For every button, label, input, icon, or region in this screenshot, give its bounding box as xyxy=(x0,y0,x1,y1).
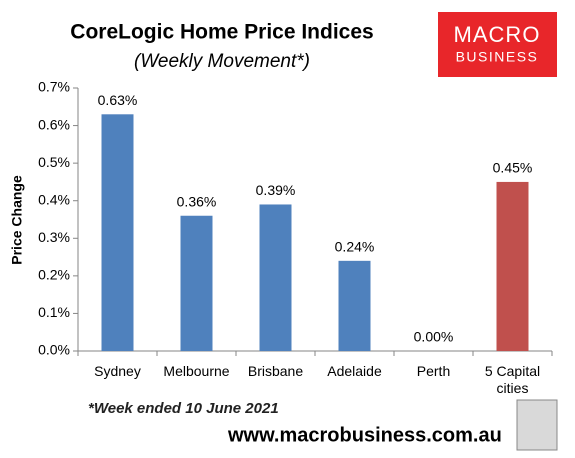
bar xyxy=(496,181,529,351)
y-tick-label: 0.5% xyxy=(38,154,70,170)
bar xyxy=(180,215,213,351)
y-tick-label: 0.4% xyxy=(38,191,70,207)
x-tick-label: Sydney xyxy=(94,363,141,379)
x-tick-label: Perth xyxy=(416,363,451,379)
fox-icon xyxy=(516,399,558,451)
y-axis-label: Price Change xyxy=(9,175,25,265)
x-tick-label: Melbourne xyxy=(163,363,230,379)
chart-title: CoreLogic Home Price Indices xyxy=(70,21,373,44)
y-tick-label: 0.3% xyxy=(38,229,70,245)
data-label: 0.45% xyxy=(493,160,533,176)
bar xyxy=(259,204,292,351)
y-tick-label: 0.7% xyxy=(38,79,70,95)
y-tick-label: 0.2% xyxy=(38,267,70,283)
bar xyxy=(338,260,371,351)
chart-subtitle: (Weekly Movement*) xyxy=(134,51,310,72)
data-label: 0.36% xyxy=(177,193,217,209)
y-tick-label: 0.6% xyxy=(38,116,70,132)
footnote: *Week ended 10 June 2021 xyxy=(88,400,279,417)
logo-box xyxy=(438,12,557,77)
logo-line2: BUSINESS xyxy=(456,49,539,65)
logo-line1: MACRO xyxy=(454,22,541,47)
y-tick-label: 0.0% xyxy=(38,342,70,358)
source: www.macrobusiness.com.au xyxy=(227,424,502,446)
data-label: 0.24% xyxy=(335,239,375,255)
data-label: 0.39% xyxy=(256,182,296,198)
x-tick-label: Adelaide xyxy=(327,363,382,379)
x-tick-label: 5 Capital cities xyxy=(484,363,541,396)
y-tick-label: 0.1% xyxy=(38,304,70,320)
x-tick-label: Brisbane xyxy=(247,363,304,379)
bar xyxy=(101,114,134,351)
data-label: 0.00% xyxy=(414,329,454,345)
data-label: 0.63% xyxy=(98,92,138,108)
